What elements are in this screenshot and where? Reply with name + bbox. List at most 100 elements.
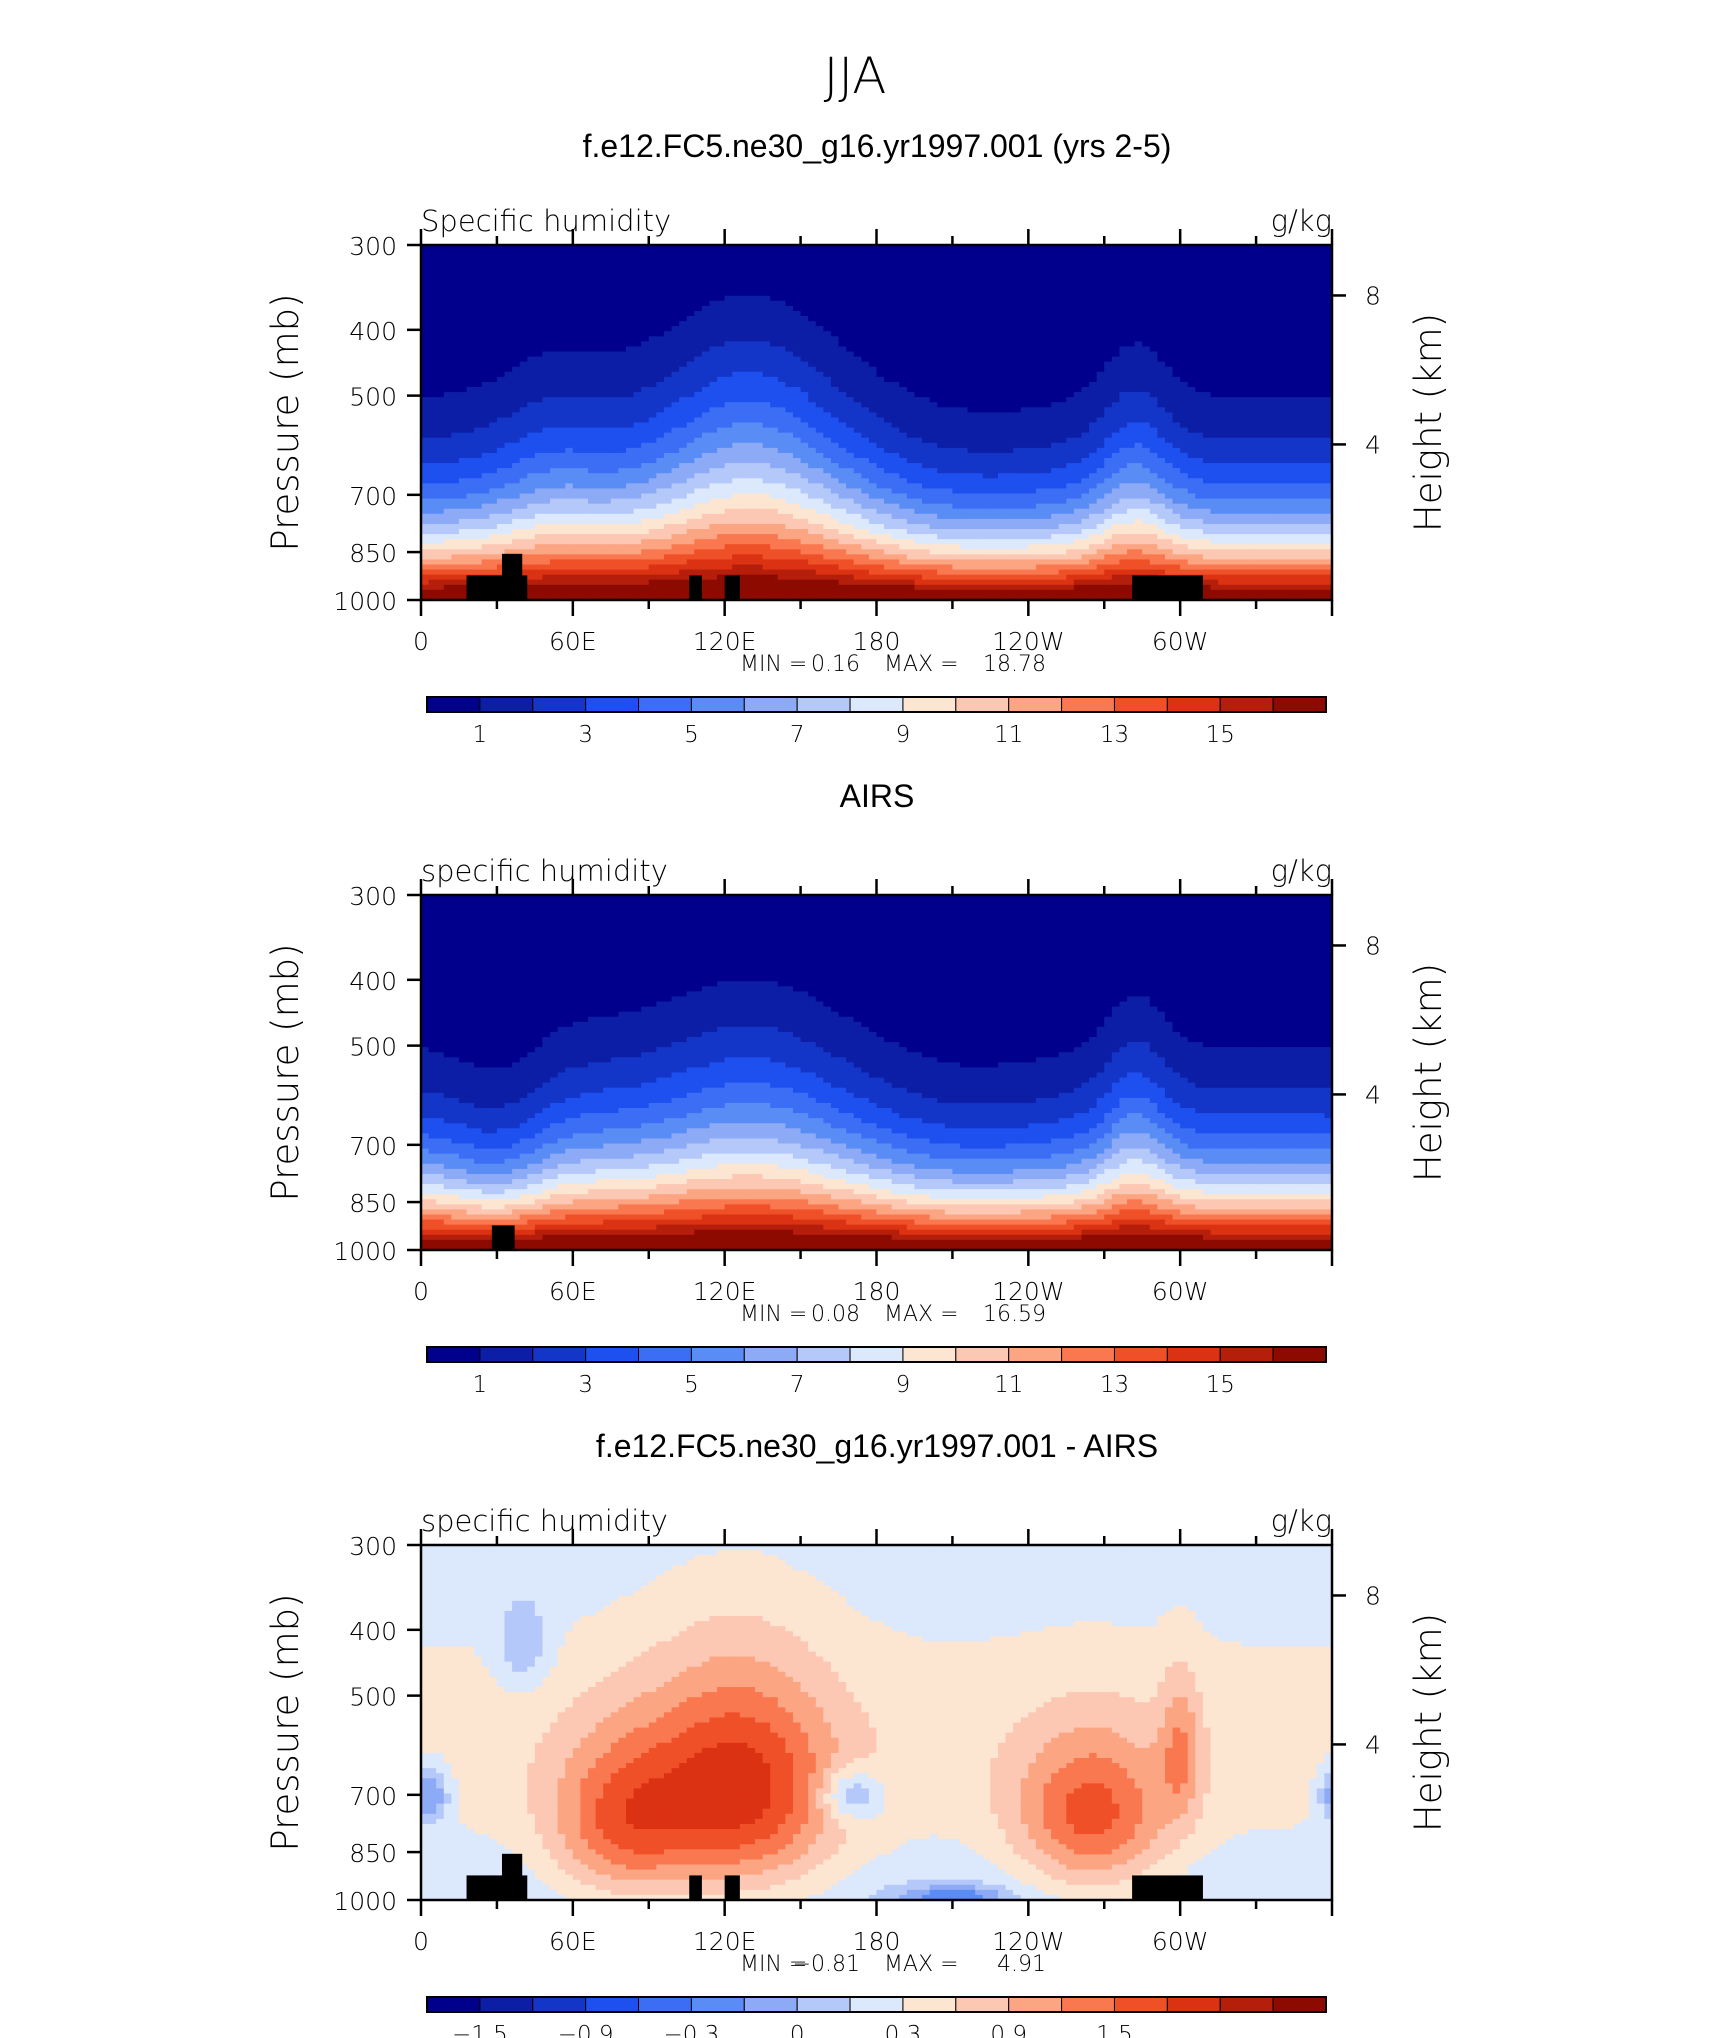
- contour-cell: [922, 498, 931, 505]
- contour-cell: [625, 265, 635, 271]
- contour-cell: [732, 539, 741, 545]
- contour-cell: [724, 478, 733, 484]
- contour-cell: [534, 549, 544, 555]
- contour-cell: [686, 270, 695, 277]
- contour-cell: [853, 366, 862, 373]
- contour-cell: [610, 447, 619, 454]
- contour-cell: [785, 290, 794, 297]
- contour-cell: [534, 513, 544, 520]
- contour-cell: [846, 493, 855, 500]
- contour-cell: [496, 366, 506, 373]
- contour-cell: [550, 564, 559, 571]
- contour-cell: [603, 559, 612, 566]
- contour-cell: [557, 326, 566, 332]
- contour-cell: [421, 518, 430, 525]
- contour-cell: [762, 589, 771, 596]
- contour-cell: [755, 463, 764, 469]
- contour-cell: [899, 488, 908, 495]
- contour-cell: [512, 295, 521, 302]
- contour-cell: [899, 285, 908, 292]
- contour-cell: [527, 250, 536, 256]
- contour-cell: [717, 594, 726, 601]
- contour-cell: [663, 255, 673, 261]
- contour-cell: [792, 529, 802, 535]
- contour-cell: [481, 346, 490, 353]
- contour-cell: [603, 310, 612, 317]
- contour-cell: [489, 539, 498, 545]
- contour-cell: [770, 346, 779, 353]
- contour-cell: [747, 255, 756, 261]
- contour-cell: [747, 321, 756, 327]
- contour-cell: [937, 493, 946, 500]
- contour-cell: [929, 549, 938, 555]
- contour-cell: [474, 534, 483, 540]
- contour-cell: [512, 305, 521, 312]
- contour-cell: [922, 463, 931, 469]
- contour-cell: [732, 523, 741, 530]
- contour-cell: [762, 498, 771, 505]
- contour-cell: [914, 447, 923, 454]
- contour-cell: [648, 584, 657, 591]
- contour-cell: [595, 300, 604, 307]
- contour-cell: [853, 559, 862, 566]
- contour-cell: [641, 331, 650, 337]
- contour-cell: [458, 305, 468, 312]
- contour-cell: [504, 452, 513, 459]
- contour-cell: [603, 250, 612, 256]
- contour-cell: [542, 331, 551, 337]
- contour-cell: [489, 442, 498, 449]
- contour-cell: [815, 579, 824, 586]
- contour-cell: [443, 534, 452, 540]
- contour-cell: [527, 473, 536, 479]
- contour-cell: [443, 250, 452, 256]
- contour-cell: [694, 483, 703, 490]
- contour-cell: [815, 503, 824, 510]
- contour-cell: [572, 422, 582, 429]
- contour-cell: [838, 554, 847, 561]
- contour-cell: [656, 493, 665, 500]
- contour-cell: [466, 427, 475, 434]
- contour-cell: [588, 305, 597, 312]
- contour-cell: [466, 488, 475, 495]
- contour-cell: [466, 503, 475, 510]
- contour-cell: [451, 366, 460, 373]
- contour-cell: [846, 529, 855, 535]
- contour-cell: [504, 483, 513, 490]
- contour-cell: [937, 346, 946, 353]
- contour-cell: [891, 316, 900, 322]
- contour-cell: [443, 402, 452, 408]
- contour-cell: [496, 427, 506, 434]
- contour-cell: [633, 523, 642, 530]
- contour-cell: [922, 392, 931, 398]
- contour-cell: [421, 356, 430, 363]
- contour-cell: [732, 336, 741, 342]
- contour-cell: [701, 513, 711, 520]
- contour-cell: [496, 392, 506, 398]
- contour-cell: [808, 554, 817, 561]
- contour-cell: [565, 265, 574, 271]
- contour-cell: [815, 589, 824, 596]
- contour-cell: [436, 574, 445, 581]
- contour-cell: [641, 305, 650, 312]
- contour-cell: [625, 473, 635, 479]
- contour-cell: [565, 381, 574, 388]
- contour-cell: [436, 549, 445, 555]
- contour-cell: [428, 250, 437, 256]
- contour-cell: [588, 432, 597, 439]
- contour-cell: [732, 285, 741, 292]
- contour-cell: [671, 534, 680, 540]
- contour-cell: [709, 290, 718, 297]
- contour-cell: [527, 452, 536, 459]
- contour-cell: [717, 564, 726, 571]
- contour-cell: [595, 539, 604, 545]
- contour-cell: [527, 544, 536, 550]
- contour-cell: [823, 346, 832, 353]
- contour-cell: [656, 326, 665, 332]
- contour-cell: [770, 265, 779, 271]
- contour-cell: [815, 463, 824, 469]
- contour-cell: [481, 544, 490, 550]
- contour-cell: [648, 523, 657, 530]
- contour-cell: [800, 442, 809, 449]
- contour-cell: [451, 442, 460, 449]
- contour-cell: [792, 574, 802, 581]
